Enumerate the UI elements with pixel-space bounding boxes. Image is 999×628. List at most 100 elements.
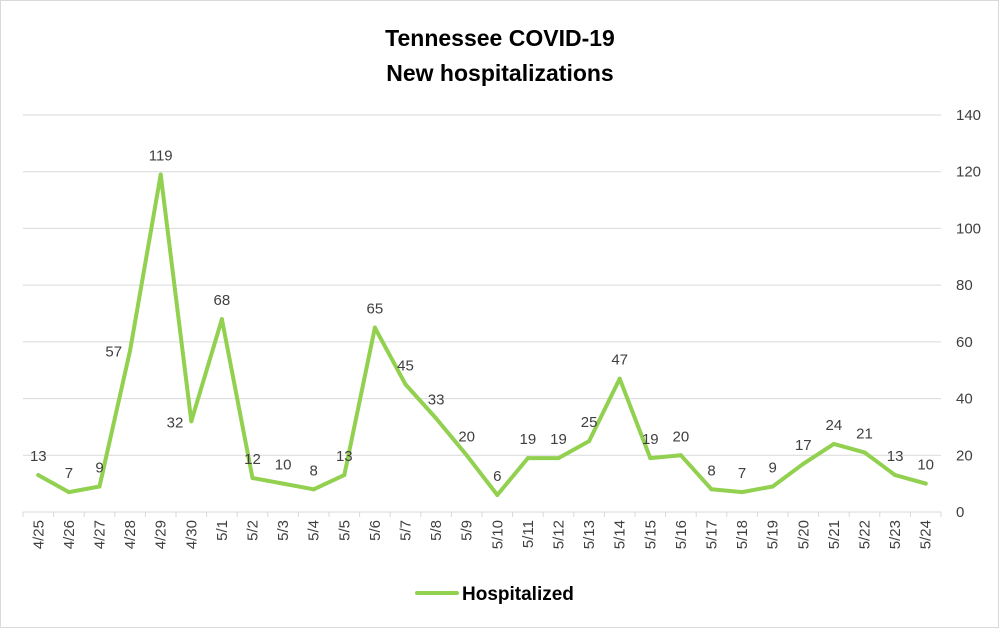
x-tick-label: 4/25 — [30, 520, 47, 549]
data-label: 32 — [167, 414, 184, 431]
data-label: 24 — [826, 417, 843, 434]
data-point — [617, 376, 622, 381]
x-tick-label: 5/21 — [826, 520, 843, 549]
data-label: 19 — [642, 431, 659, 448]
y-tick-label: 140 — [956, 107, 981, 124]
data-label: 7 — [738, 465, 746, 482]
x-tick-label: 5/13 — [581, 520, 598, 549]
data-label: 57 — [105, 343, 122, 360]
x-tick-label: 5/22 — [857, 520, 874, 549]
data-label: 13 — [336, 448, 353, 465]
data-point — [648, 456, 653, 461]
data-label: 20 — [673, 428, 690, 445]
data-label: 25 — [581, 414, 598, 431]
data-point — [97, 484, 102, 489]
y-tick-label: 80 — [956, 277, 973, 294]
data-label: 33 — [428, 391, 445, 408]
data-label: 65 — [367, 301, 384, 318]
x-tick-label: 5/2 — [245, 520, 262, 541]
x-tick-label: 5/16 — [673, 520, 690, 549]
data-label: 47 — [611, 352, 628, 369]
data-label: 10 — [275, 457, 292, 474]
data-point — [740, 490, 745, 495]
data-point — [311, 487, 316, 492]
x-axis: 4/25 4/26 4/27 4/28 4/29 4/30 5/1 5/2 5/3 5/4 5/5 5… — [22, 511, 942, 549]
data-point — [923, 481, 928, 486]
x-tick-label: 5/9 — [459, 520, 476, 541]
data-label: 21 — [856, 425, 873, 442]
data-point — [556, 456, 561, 461]
data-point — [403, 382, 408, 387]
data-point — [495, 492, 500, 497]
legend-label-hospitalized: Hospitalized — [462, 584, 574, 605]
data-point — [587, 439, 592, 444]
y-tick-label: 100 — [956, 220, 981, 237]
data-point — [250, 475, 255, 480]
gridlines — [23, 114, 941, 456]
x-tick-label: 5/19 — [765, 520, 782, 549]
data-point — [434, 416, 439, 421]
x-tick-label: 5/4 — [306, 520, 323, 541]
x-tick-label: 5/3 — [275, 520, 292, 541]
x-tick-label: 4/27 — [92, 520, 109, 549]
data-label: 20 — [458, 428, 475, 445]
data-label: 10 — [917, 457, 934, 474]
data-label: 9 — [769, 459, 777, 476]
series-hospitalized — [36, 172, 928, 497]
data-point — [831, 441, 836, 446]
chart-title-line-2: New hospitalizations — [386, 60, 613, 86]
data-point — [342, 473, 347, 478]
x-tick-label: 5/24 — [918, 520, 935, 549]
x-tick-label: 4/26 — [61, 520, 78, 549]
data-label: 119 — [149, 148, 173, 165]
x-tick-label: 5/20 — [795, 520, 812, 549]
data-point — [801, 461, 806, 466]
data-point — [525, 456, 530, 461]
x-tick-label: 5/6 — [367, 520, 384, 541]
x-tick-label: 5/5 — [336, 520, 353, 541]
data-point — [36, 473, 41, 478]
data-label: 19 — [520, 431, 537, 448]
x-tick-label: 5/23 — [887, 520, 904, 549]
data-point — [893, 473, 898, 478]
y-tick-label: 0 — [956, 504, 964, 521]
y-tick-label: 60 — [956, 334, 973, 351]
data-label: 9 — [95, 459, 103, 476]
data-label: 45 — [397, 357, 414, 374]
x-tick-label: 5/14 — [612, 520, 629, 549]
y-tick-label: 20 — [956, 447, 973, 464]
x-tick-label: 5/1 — [214, 520, 231, 541]
data-point — [281, 481, 286, 486]
data-labels: 13 7 9 57 119 32 68 12 10 8 13 65 45 33 20 6 19 19 25 47 19 2… — [30, 148, 934, 485]
data-label: 6 — [493, 468, 501, 485]
data-point — [158, 172, 163, 177]
legend: Hospitalized — [415, 584, 574, 605]
data-label: 8 — [310, 462, 318, 479]
chart-title-line-1: Tennessee COVID-19 — [385, 25, 615, 51]
x-tick-label: 5/18 — [734, 520, 751, 549]
data-label: 13 — [887, 448, 904, 465]
x-tick-label: 5/17 — [704, 520, 721, 549]
y-tick-label: 120 — [956, 164, 981, 181]
y-axis-tick-labels: 0 20 40 60 80 100 120 140 — [956, 107, 981, 521]
x-tick-label: 5/10 — [489, 520, 506, 549]
x-tick-label: 4/28 — [122, 520, 139, 549]
y-tick-label: 40 — [956, 391, 973, 408]
data-point — [128, 348, 133, 353]
x-tick-label: 5/7 — [398, 520, 415, 541]
data-label: 68 — [214, 292, 231, 309]
data-point — [189, 419, 194, 424]
data-point — [66, 490, 71, 495]
data-label: 19 — [550, 431, 567, 448]
x-tick-label: 5/12 — [551, 520, 568, 549]
data-point — [862, 450, 867, 455]
data-label: 12 — [244, 451, 261, 468]
data-point — [770, 484, 775, 489]
data-point — [372, 325, 377, 330]
data-point — [464, 453, 469, 458]
data-point — [678, 453, 683, 458]
data-label: 13 — [30, 448, 47, 465]
data-point — [219, 317, 224, 322]
